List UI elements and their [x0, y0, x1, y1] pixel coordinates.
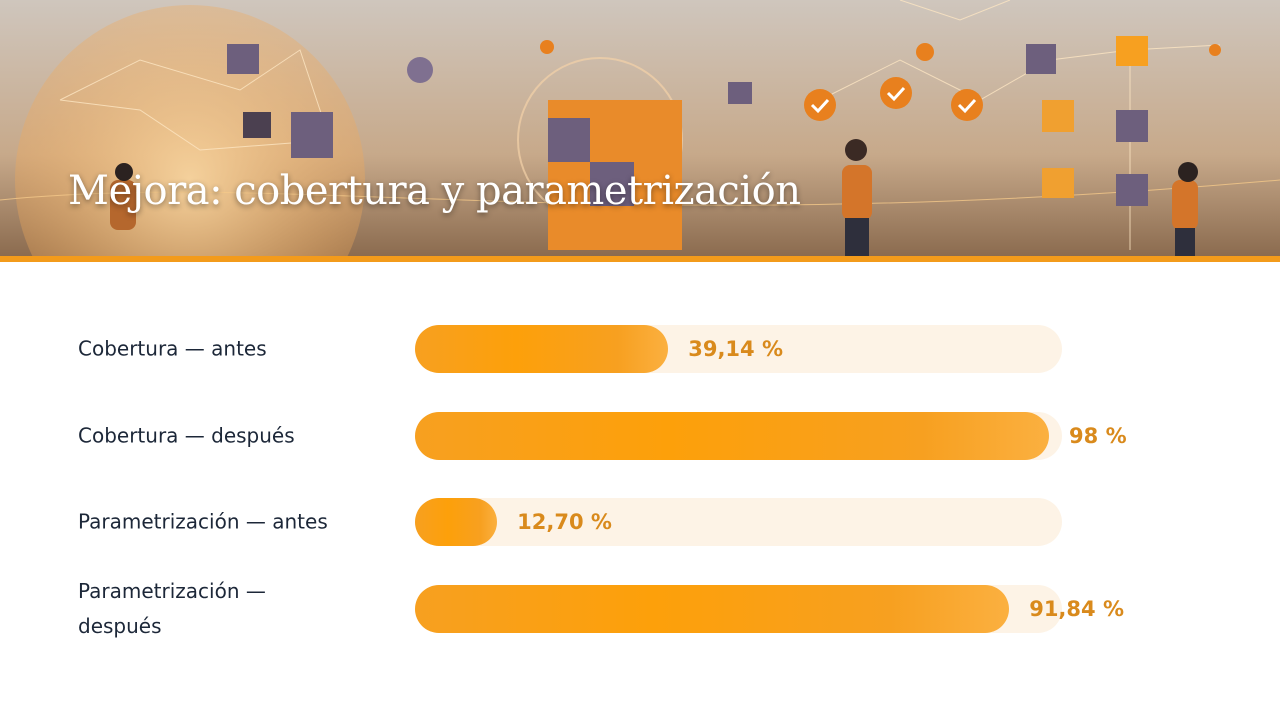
bar-track	[415, 498, 1062, 546]
dots	[407, 40, 1221, 121]
bar	[415, 325, 669, 373]
bar-track	[415, 325, 1062, 373]
banner-illustration	[0, 0, 1280, 262]
cubes	[227, 36, 1148, 250]
value-label: 91,84 %	[1029, 597, 1124, 621]
category-label: Parametrización — después	[78, 579, 266, 638]
value-label: 12,70 %	[517, 510, 612, 534]
value-label: 39,14 %	[688, 337, 784, 361]
bar	[415, 412, 1050, 460]
bar	[415, 585, 1010, 633]
value-label: 98 %	[1069, 424, 1127, 448]
chart-title: Mejora: cobertura y parametrización	[68, 168, 801, 214]
bar-track	[415, 585, 1062, 633]
people	[110, 139, 1198, 258]
bar	[415, 498, 498, 546]
bar-track	[415, 412, 1062, 460]
category-label: Cobertura — después	[78, 423, 295, 448]
category-label: Cobertura — antes	[78, 336, 267, 361]
category-label: Parametrización — antes	[78, 509, 328, 534]
chart: Cobertura — antes 39,14 % Cobertura — desp…	[0, 262, 1280, 720]
